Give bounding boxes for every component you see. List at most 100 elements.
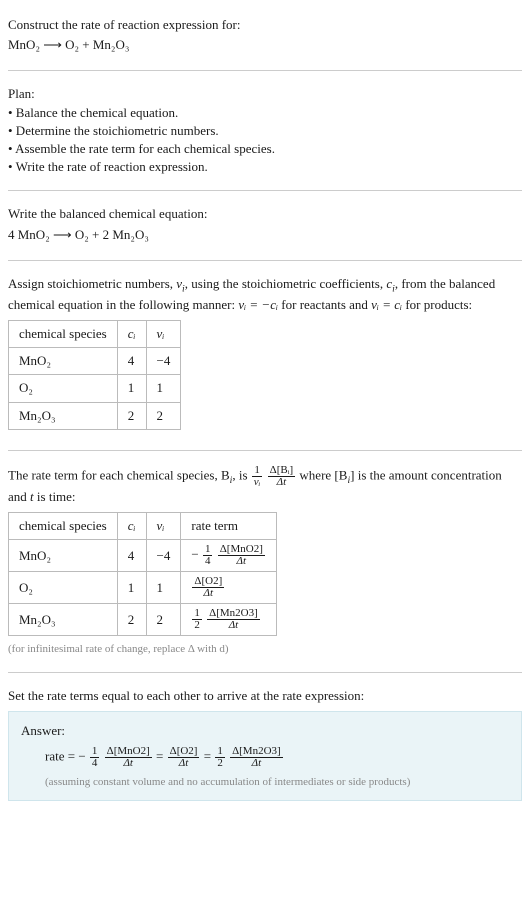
cell: 1 (117, 572, 146, 604)
fraction: 14 (90, 746, 100, 769)
cell: O₂ (9, 572, 118, 604)
cell: 2 (117, 402, 146, 429)
denominator: νᵢ (254, 476, 261, 488)
fraction: Δ[MnO2]Δt (105, 746, 152, 769)
text-fragment: , using the stoichiometric coefficients, (185, 276, 387, 291)
column-header: cᵢ (117, 513, 146, 540)
plan-item: • Determine the stoichiometric numbers. (8, 122, 522, 140)
plan-item: • Assemble the rate term for each chemic… (8, 140, 522, 158)
fraction: 14 (203, 544, 213, 567)
cell: Mn₂O₃ (9, 402, 118, 429)
balanced-title: Write the balanced chemical equation: (8, 205, 522, 223)
table-row: MnO₂ 4 −4 − 14 Δ[MnO2]Δt (9, 540, 277, 572)
cell: 2 (146, 402, 181, 429)
table-row: O₂ 1 1 (9, 375, 181, 402)
denominator: Δt (268, 477, 296, 488)
text-fragment: for reactants and (278, 297, 371, 312)
cell: − 14 Δ[MnO2]Δt (181, 540, 276, 572)
text-fragment: where [B (299, 467, 347, 482)
divider (8, 70, 522, 71)
plan-item: • Balance the chemical equation. (8, 104, 522, 122)
inline-equation: νᵢ = cᵢ (371, 297, 402, 312)
intro-reaction: MnO₂ ⟶ O₂ + Mn₂O₃ (8, 36, 522, 54)
answer-box: Answer: rate = − 14 Δ[MnO2]Δt = Δ[O2]Δt … (8, 711, 522, 802)
denominator: Δt (105, 758, 152, 769)
denominator: 2 (215, 758, 225, 769)
denominator: Δt (218, 556, 265, 567)
denominator: 4 (90, 758, 100, 769)
assign-text: Assign stoichiometric numbers, νi, using… (8, 275, 522, 314)
cell: 1 (146, 572, 181, 604)
answer-equation: rate = − 14 Δ[MnO2]Δt = Δ[O2]Δt = 12 Δ[M… (21, 746, 509, 769)
denominator: Δt (168, 758, 200, 769)
text-fragment: The rate term for each chemical species,… (8, 467, 230, 482)
denominator: 2 (192, 620, 202, 631)
table-row: O₂ 1 1 Δ[O2]Δt (9, 572, 277, 604)
cell: 2 (117, 604, 146, 636)
sign: − (191, 547, 198, 562)
answer-label: Answer: (21, 722, 509, 740)
text-fragment: for products: (402, 297, 472, 312)
column-header: νᵢ (146, 321, 181, 348)
cell: MnO₂ (9, 540, 118, 572)
intro-prompt: Construct the rate of reaction expressio… (8, 16, 522, 34)
rateterm-text: The rate term for each chemical species,… (8, 465, 522, 506)
fraction: Δ[O2]Δt (192, 576, 224, 599)
table-row: Mn₂O₃ 2 2 12 Δ[Mn2O3]Δt (9, 604, 277, 636)
cell: −4 (146, 348, 181, 375)
cell: Δ[O2]Δt (181, 572, 276, 604)
plan-title: Plan: (8, 85, 522, 103)
cell: 1 (146, 375, 181, 402)
rateterm-caption: (for infinitesimal rate of change, repla… (8, 642, 522, 657)
fraction: Δ[Mn2O3]Δt (230, 746, 283, 769)
column-header: rate term (181, 513, 276, 540)
text-fragment: is time: (34, 489, 76, 504)
plan-item: • Write the rate of reaction expression. (8, 158, 522, 176)
column-header: νᵢ (146, 513, 181, 540)
divider (8, 672, 522, 673)
table-header-row: chemical species cᵢ νᵢ (9, 321, 181, 348)
cell: 4 (117, 348, 146, 375)
final-section: Set the rate terms equal to each other t… (8, 681, 522, 808)
fraction: Δ[MnO2]Δt (218, 544, 265, 567)
divider (8, 450, 522, 451)
cell: 2 (146, 604, 181, 636)
denominator: 4 (203, 556, 213, 567)
divider (8, 260, 522, 261)
assign-section: Assign stoichiometric numbers, νi, using… (8, 269, 522, 442)
sign: − (78, 748, 85, 763)
fraction: Δ[O2]Δt (168, 746, 200, 769)
fraction: 1νᵢ (252, 465, 263, 488)
cell: O₂ (9, 375, 118, 402)
cell: 1 (117, 375, 146, 402)
cell: MnO₂ (9, 348, 118, 375)
denominator: Δt (230, 758, 283, 769)
denominator: Δt (192, 588, 224, 599)
cell: −4 (146, 540, 181, 572)
fraction: 12 (215, 746, 225, 769)
fraction: Δ[Bᵢ]Δt (268, 465, 296, 488)
denominator: Δt (207, 620, 260, 631)
intro-section: Construct the rate of reaction expressio… (8, 8, 522, 62)
column-header: cᵢ (117, 321, 146, 348)
table-row: MnO₂ 4 −4 (9, 348, 181, 375)
stoich-table: chemical species cᵢ νᵢ MnO₂ 4 −4 O₂ 1 1 … (8, 320, 181, 430)
text-fragment: , is (232, 467, 250, 482)
fraction: Δ[Mn2O3]Δt (207, 608, 260, 631)
cell: 4 (117, 540, 146, 572)
table-row: Mn₂O₃ 2 2 (9, 402, 181, 429)
text-fragment: Assign stoichiometric numbers, (8, 276, 176, 291)
plan-section: Plan: • Balance the chemical equation. •… (8, 79, 522, 182)
divider (8, 190, 522, 191)
column-header: chemical species (9, 321, 118, 348)
rateterm-table: chemical species cᵢ νᵢ rate term MnO₂ 4 … (8, 512, 277, 636)
cell: Mn₂O₃ (9, 604, 118, 636)
inline-equation: νᵢ = −cᵢ (238, 297, 278, 312)
table-header-row: chemical species cᵢ νᵢ rate term (9, 513, 277, 540)
balanced-equation: 4 MnO₂ ⟶ O₂ + 2 Mn₂O₃ (8, 226, 522, 244)
fraction: 12 (192, 608, 202, 631)
rateterm-section: The rate term for each chemical species,… (8, 459, 522, 664)
cell: 12 Δ[Mn2O3]Δt (181, 604, 276, 636)
final-title: Set the rate terms equal to each other t… (8, 687, 522, 705)
column-header: chemical species (9, 513, 118, 540)
